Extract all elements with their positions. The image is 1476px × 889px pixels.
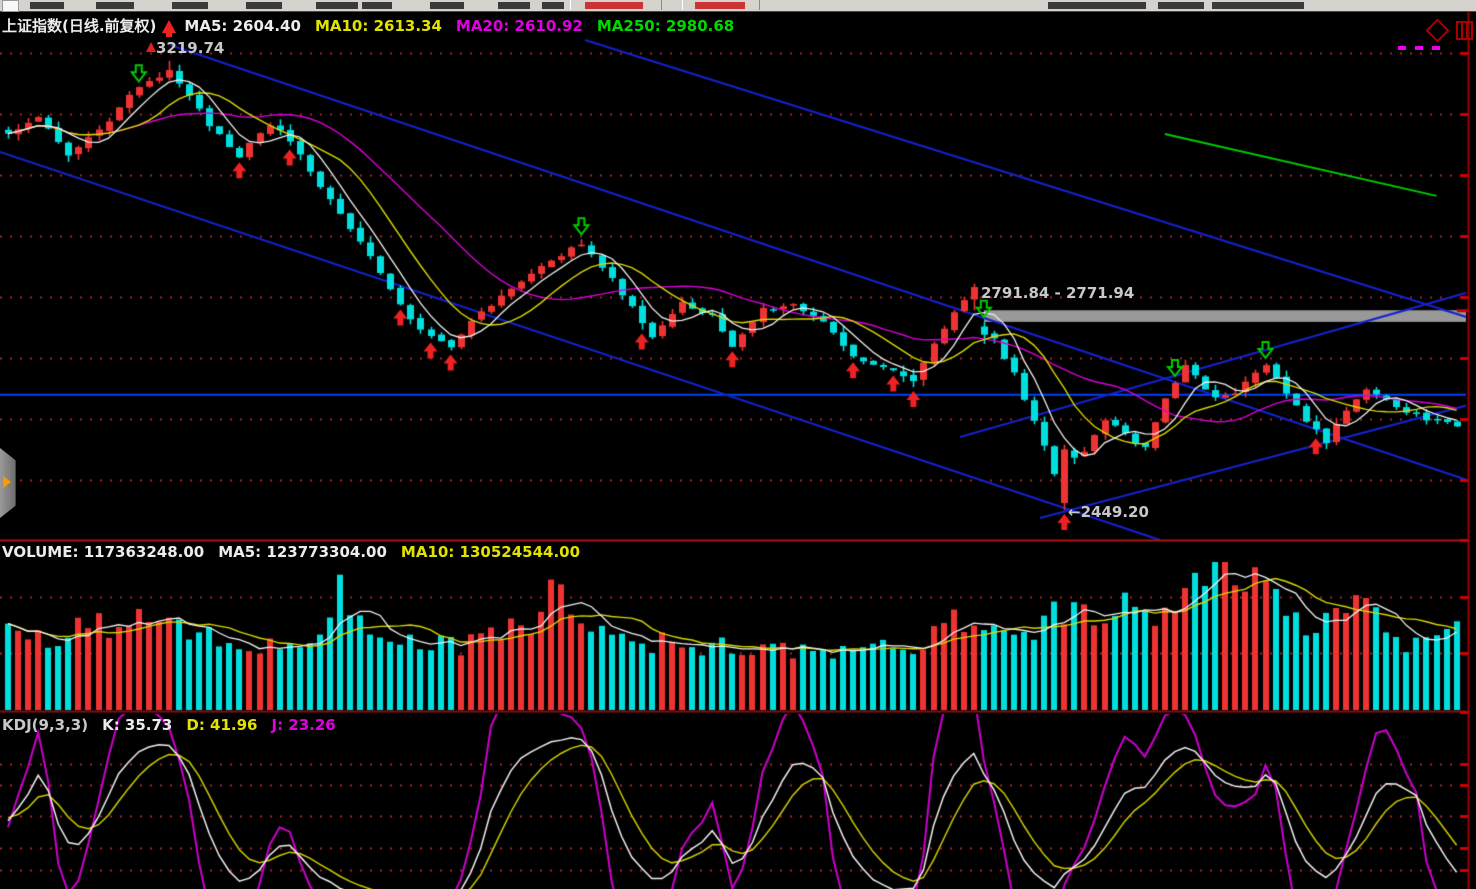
menu-item[interactable] <box>316 2 358 9</box>
volume-value: VOLUME: 117363248.00 <box>2 543 205 561</box>
low-annotation-value: 2449.20 <box>1080 503 1149 521</box>
volume-ma10-value: MA10: 130524544.00 <box>400 543 581 561</box>
kdj-d-value: D: 41.96 <box>186 716 258 734</box>
menu-item[interactable] <box>172 2 208 9</box>
magenta-dash-icon <box>1414 45 1423 50</box>
side-panel-toggle[interactable] <box>0 448 16 518</box>
menu-item[interactable] <box>1212 2 1304 9</box>
menu-button[interactable] <box>570 0 662 10</box>
peak-marker-icon <box>146 42 156 52</box>
kdj-j-value: J: 23.26 <box>271 716 336 734</box>
low-annotation: ←2449.20 <box>1068 503 1149 521</box>
gap-annotation: 2791.84 - 2771.94 <box>981 284 1135 302</box>
menu-item[interactable] <box>1158 2 1204 9</box>
menu-item[interactable] <box>542 2 564 9</box>
main-chart-header: 上证指数(日线.前复权) MA5: 2604.40 MA10: 2613.34 MA2… <box>2 15 735 37</box>
magenta-dash-icon <box>1432 45 1440 50</box>
menu-button[interactable] <box>682 0 760 10</box>
peak-annotation: 3219.74 <box>156 39 225 57</box>
ma20-value: MA20: 2610.92 <box>455 17 583 35</box>
menu-item[interactable] <box>246 2 282 9</box>
app-icon[interactable] <box>2 0 19 12</box>
menu-bar <box>0 0 1476 12</box>
expand-arrow-icon <box>3 476 11 488</box>
menu-item[interactable] <box>30 2 64 9</box>
menu-item[interactable] <box>1048 2 1146 9</box>
volume-header: VOLUME: 117363248.00 MA5: 123773304.00 MA1… <box>2 543 580 561</box>
volume-ma5-value: MA5: 123773304.00 <box>218 543 387 561</box>
menu-item[interactable] <box>498 2 530 9</box>
ma10-value: MA10: 2613.34 <box>314 17 442 35</box>
drawing-marks <box>1394 37 1440 56</box>
up-arrow-icon <box>162 20 177 37</box>
kdj-k-value: K: 35.73 <box>102 716 173 734</box>
kdj-name: KDJ(9,3,3) <box>2 716 89 734</box>
menu-item[interactable] <box>96 2 134 9</box>
pane-layout-icon[interactable] <box>1456 21 1473 40</box>
left-arrow-icon: ← <box>1068 503 1081 521</box>
ma250-value: MA250: 2980.68 <box>596 17 735 35</box>
magenta-dash-icon <box>1397 45 1406 50</box>
menu-item[interactable] <box>430 2 464 9</box>
ma5-value: MA5: 2604.40 <box>184 17 301 35</box>
menu-item[interactable] <box>362 2 392 9</box>
menu-button-label <box>585 2 643 9</box>
menu-button-label <box>695 2 745 9</box>
kdj-header: KDJ(9,3,3) K: 35.73 D: 41.96 J: 23.26 <box>2 716 336 734</box>
chart-title: 上证指数(日线.前复权) <box>2 17 157 35</box>
